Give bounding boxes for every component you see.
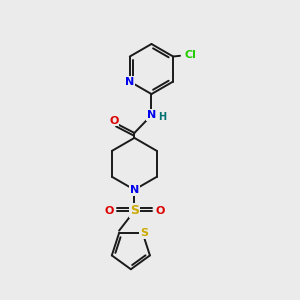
Text: O: O bbox=[109, 116, 119, 126]
Text: N: N bbox=[147, 110, 156, 120]
Text: S: S bbox=[140, 228, 148, 238]
Text: H: H bbox=[159, 112, 167, 122]
Text: Cl: Cl bbox=[184, 50, 196, 60]
Text: S: S bbox=[130, 204, 139, 218]
Text: N: N bbox=[130, 185, 139, 195]
Text: O: O bbox=[104, 206, 113, 216]
Text: O: O bbox=[155, 206, 165, 216]
Text: N: N bbox=[125, 76, 134, 86]
